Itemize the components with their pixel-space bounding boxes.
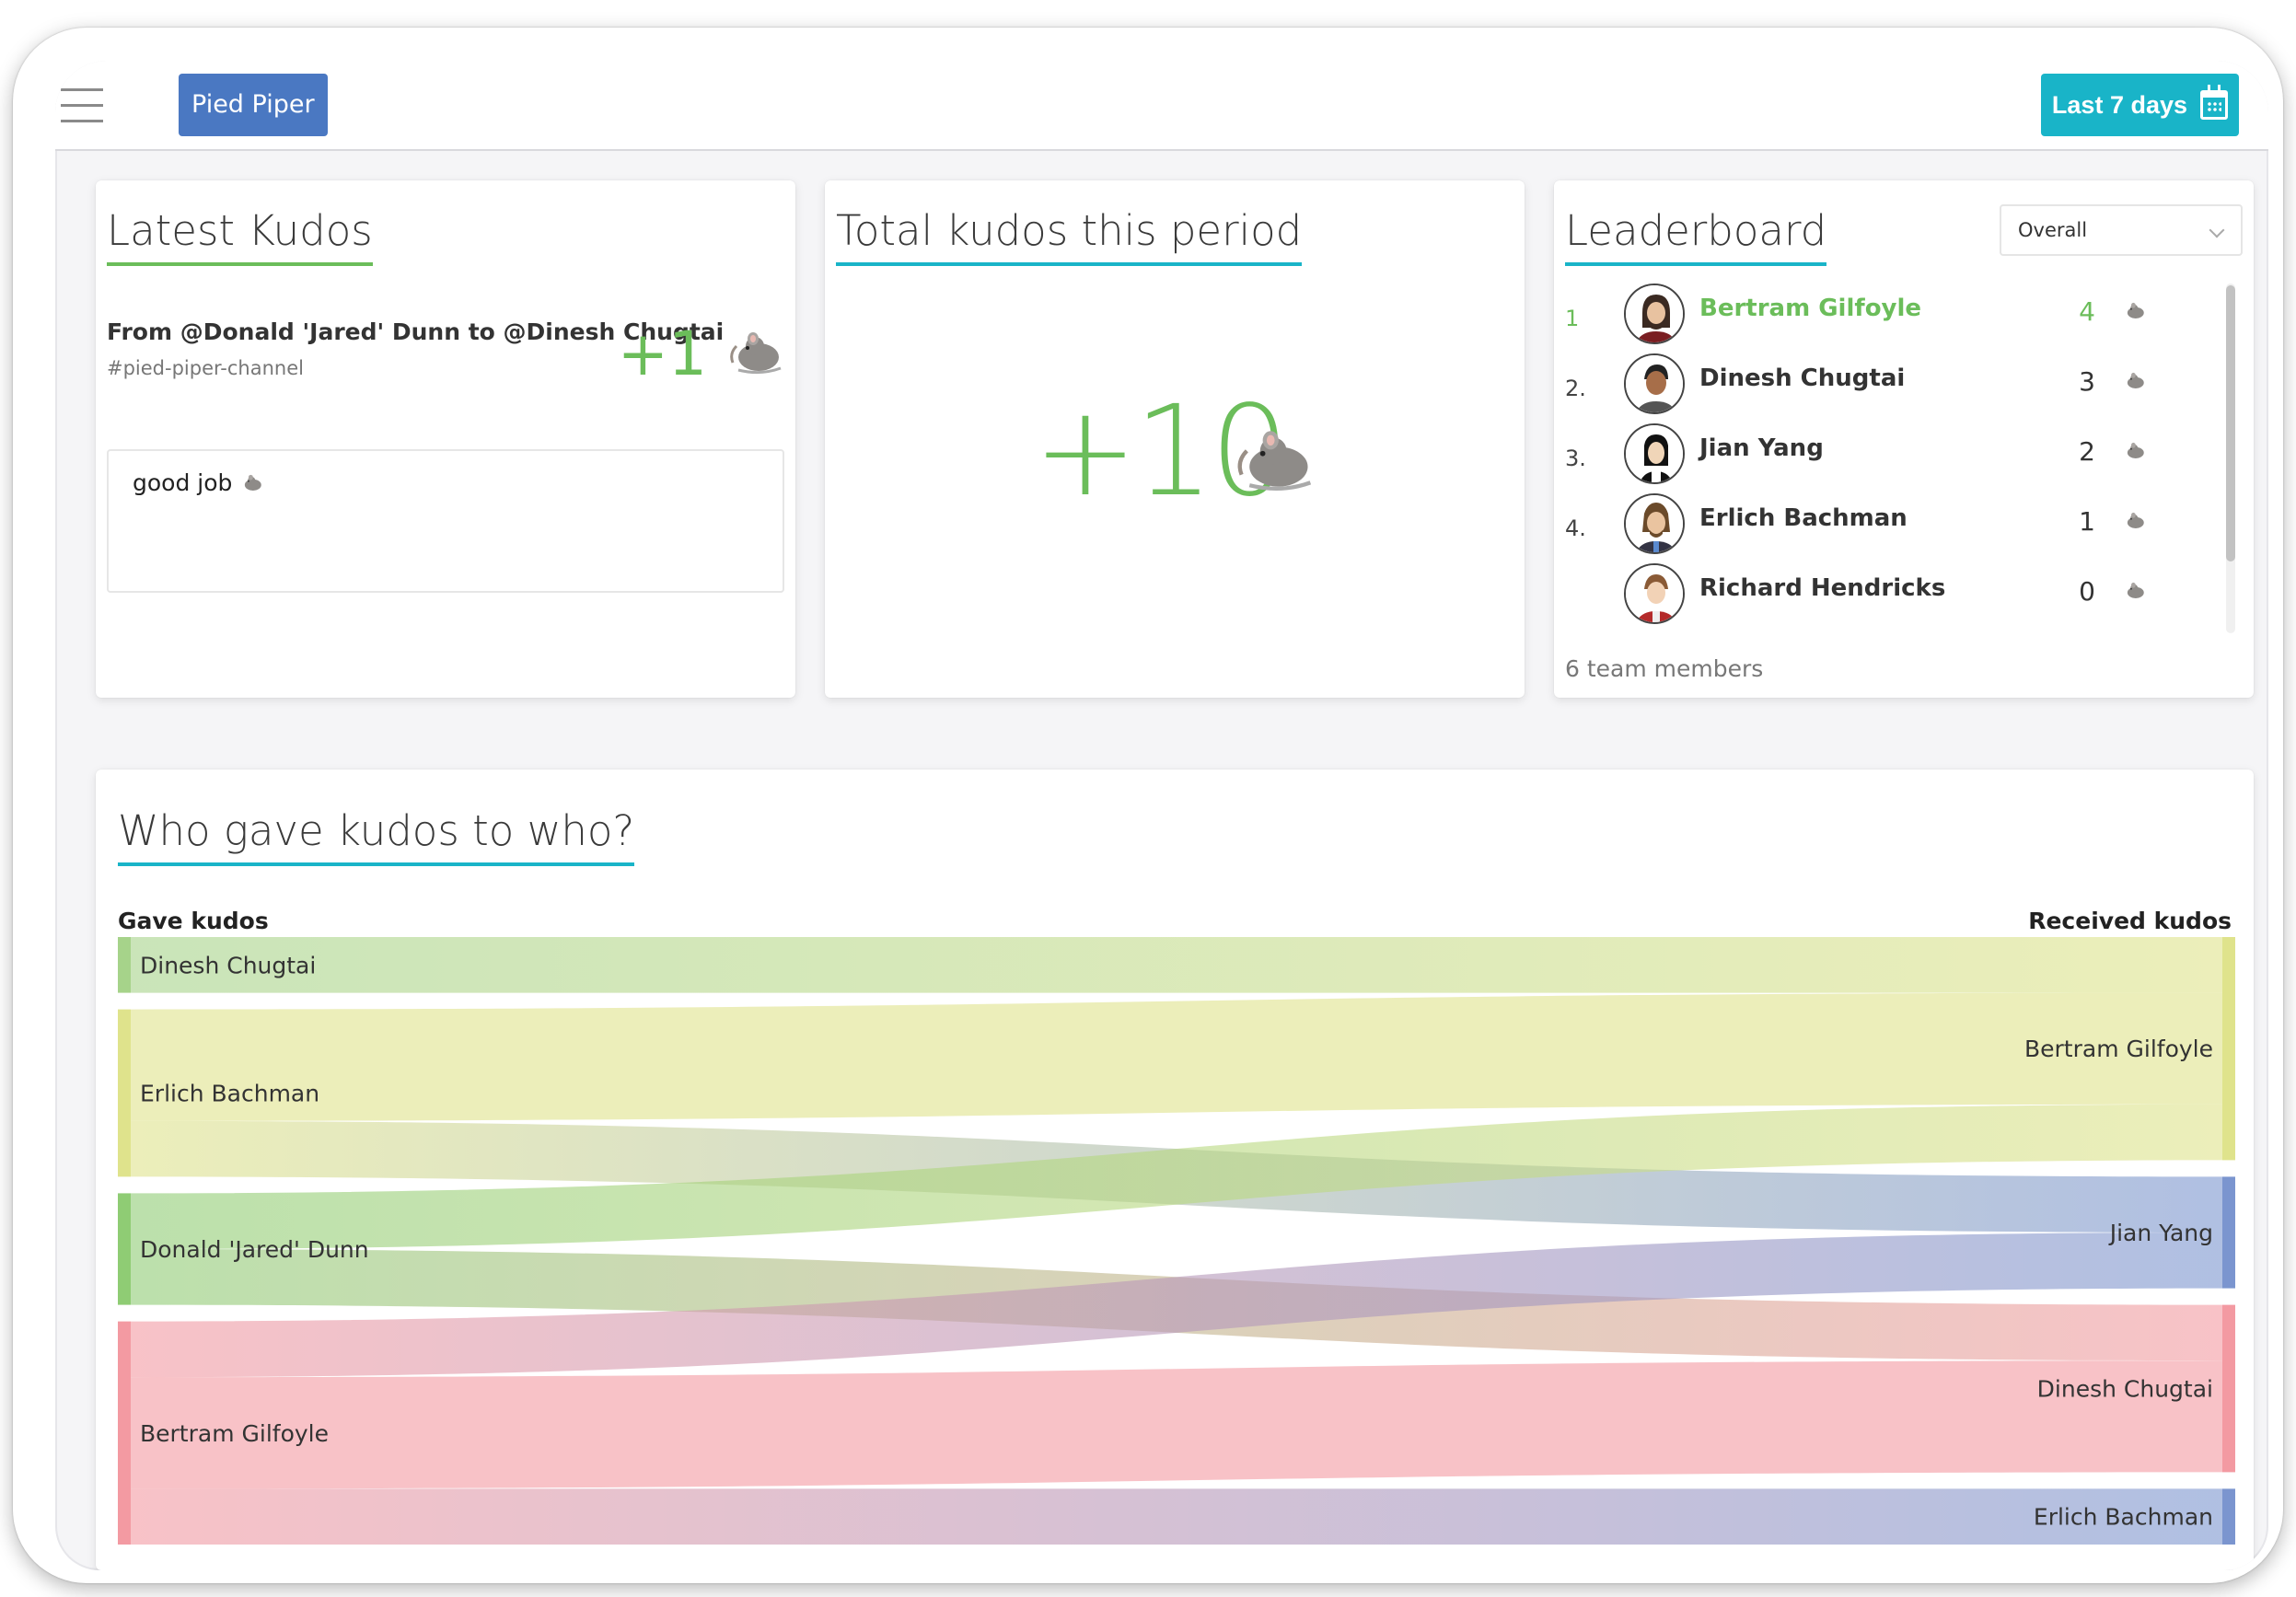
rat-icon <box>2127 582 2144 598</box>
kudos-amount: +1 <box>617 318 707 389</box>
app-screen: Pied Piper Last 7 days Latest Kudos From… <box>55 61 2268 1570</box>
rat-icon <box>245 474 262 491</box>
gave-kudos-label: Gave kudos <box>118 908 269 934</box>
sankey-node <box>2222 1304 2235 1473</box>
leaderboard-name: Jian Yang <box>1699 434 1824 462</box>
leaderboard-row[interactable]: 3. Jian Yang 2 <box>1554 420 2198 486</box>
leaderboard-score: 1 <box>2079 506 2095 537</box>
avatar <box>1624 423 1685 484</box>
sankey-node <box>118 1009 131 1177</box>
kudos-message-box: good job <box>107 449 784 593</box>
leaderboard-row[interactable]: 1 Bertram Gilfoyle 4 <box>1554 280 2198 346</box>
team-members-count: 6 team members <box>1565 655 1764 682</box>
org-switcher-button[interactable]: Pied Piper <box>179 74 328 136</box>
rat-icon <box>2127 302 2144 318</box>
date-range-button[interactable]: Last 7 days <box>2040 74 2239 136</box>
rat-icon <box>2127 442 2144 458</box>
rat-icon <box>2127 512 2144 528</box>
sankey-node <box>2222 1488 2235 1545</box>
kudos-flow-card: Who gave kudos to who? Gave kudos Receiv… <box>96 770 2254 1570</box>
avatar <box>1624 284 1685 344</box>
leaderboard-score: 4 <box>2079 296 2095 327</box>
leaderboard-rank: 2. <box>1565 376 1586 401</box>
leaderboard-row[interactable]: 4. Erlich Bachman 1 <box>1554 490 2198 556</box>
latest-kudos-title: Latest Kudos <box>107 206 373 266</box>
scrollbar-thumb[interactable] <box>2226 285 2235 561</box>
leaderboard-row[interactable]: 2. Dinesh Chugtai 3 <box>1554 350 2198 416</box>
tablet-frame: Pied Piper Last 7 days Latest Kudos From… <box>13 28 2283 1583</box>
kudos-message: good job <box>133 469 265 496</box>
latest-kudos-card: Latest Kudos From @Donald 'Jared' Dunn t… <box>96 180 795 698</box>
avatar <box>1624 353 1685 414</box>
leaderboard-score: 0 <box>2079 576 2095 607</box>
leaderboard-score: 2 <box>2079 436 2095 467</box>
top-bar: Pied Piper Last 7 days <box>55 61 2268 151</box>
sankey-link <box>131 1360 2222 1489</box>
date-range-label: Last 7 days <box>2051 91 2187 119</box>
kudos-message-text: good job <box>133 469 233 496</box>
sankey-node <box>118 1321 131 1545</box>
leaderboard-name: Richard Hendricks <box>1699 574 1946 602</box>
calendar-icon <box>2200 85 2228 120</box>
leaderboard-name: Dinesh Chugtai <box>1699 365 1906 392</box>
sankey-node-label: Bertram Gilfoyle <box>2024 1036 2213 1062</box>
sankey-node <box>118 937 131 993</box>
rat-icon <box>2127 372 2144 388</box>
leaderboard-card: Leaderboard Overall 1 Bertram Gilfoyle 4… <box>1554 180 2254 698</box>
leaderboard-filter-select[interactable]: Overall <box>2000 204 2243 256</box>
sankey-link <box>131 992 2222 1121</box>
sankey-node <box>118 1193 131 1305</box>
leaderboard-rank: 1 <box>1565 306 1580 331</box>
leaderboard-title: Leaderboard <box>1565 206 1827 266</box>
sankey-node-label: Donald 'Jared' Dunn <box>140 1236 369 1263</box>
sankey-node-label: Erlich Bachman <box>140 1081 319 1107</box>
hamburger-menu-icon[interactable] <box>61 88 103 125</box>
avatar <box>1624 563 1685 624</box>
sankey-node-label: Dinesh Chugtai <box>140 952 316 978</box>
kudos-flow-title: Who gave kudos to who? <box>118 806 635 866</box>
total-kudos-card: Total kudos this period +10 <box>825 180 1525 698</box>
kudos-from-line: From @Donald 'Jared' Dunn to @Dinesh Chu… <box>107 318 725 345</box>
sankey-node-label: Jian Yang <box>2108 1220 2213 1246</box>
sankey-link <box>131 1104 2222 1249</box>
sankey-node-label: Bertram Gilfoyle <box>140 1420 329 1447</box>
sankey-link <box>131 1488 2222 1545</box>
leaderboard-filter-value: Overall <box>2018 219 2088 241</box>
leaderboard-name: Erlich Bachman <box>1699 504 1908 532</box>
sankey-node <box>2222 937 2235 1161</box>
leaderboard-score: 3 <box>2079 366 2095 397</box>
kudos-channel-link[interactable]: #pied-piper-channel <box>107 357 304 379</box>
received-kudos-label: Received kudos <box>2028 908 2232 934</box>
sankey-svg: Dinesh Chugtai Erlich Bachman Donald 'Jare… <box>118 937 2235 1545</box>
leaderboard-scrollbar[interactable] <box>2226 284 2235 633</box>
sankey-node-label: Erlich Bachman <box>2034 1504 2213 1531</box>
sankey-link <box>131 1232 2222 1378</box>
leaderboard-name: Bertram Gilfoyle <box>1699 295 1922 322</box>
sankey-link <box>131 937 2222 993</box>
avatar <box>1624 493 1685 554</box>
leaderboard-rank: 4. <box>1565 515 1586 541</box>
rat-icon <box>730 332 782 375</box>
leaderboard-rank: 3. <box>1565 446 1586 471</box>
sankey-chart: Dinesh Chugtai Erlich Bachman Donald 'Jare… <box>118 937 2235 1545</box>
sankey-node <box>2222 1176 2235 1289</box>
sankey-node-label: Dinesh Chugtai <box>2037 1376 2213 1403</box>
rat-icon <box>1237 431 1312 492</box>
leaderboard-row[interactable]: Richard Hendricks 0 <box>1554 560 2198 626</box>
chevron-down-icon <box>2209 222 2225 238</box>
total-kudos-title: Total kudos this period <box>836 206 1303 266</box>
